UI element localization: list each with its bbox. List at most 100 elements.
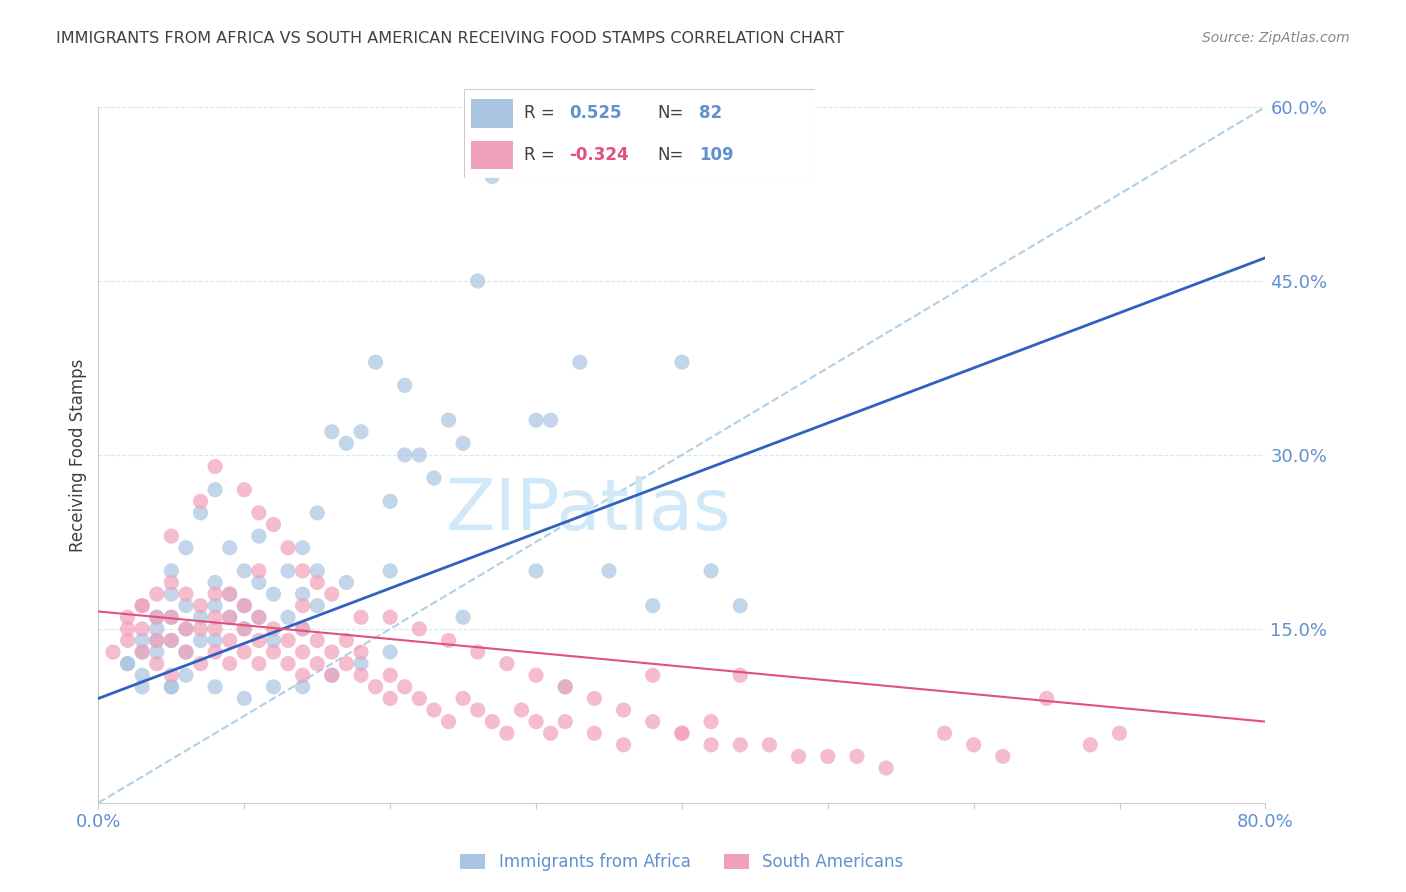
Text: -0.324: -0.324	[569, 146, 628, 164]
Text: 109: 109	[700, 146, 734, 164]
Point	[204, 645, 226, 659]
Point	[131, 645, 153, 659]
Point	[307, 599, 329, 613]
Point	[174, 622, 197, 636]
Point	[160, 633, 183, 648]
Point	[277, 564, 299, 578]
Point	[423, 471, 446, 485]
Point	[481, 169, 503, 184]
Point	[495, 726, 517, 740]
Text: 0.525: 0.525	[569, 104, 621, 122]
Point	[190, 599, 212, 613]
Point	[307, 633, 329, 648]
Point	[291, 645, 314, 659]
Legend: Immigrants from Africa, South Americans: Immigrants from Africa, South Americans	[454, 847, 910, 878]
Point	[495, 657, 517, 671]
Text: Source: ZipAtlas.com: Source: ZipAtlas.com	[1202, 31, 1350, 45]
Point	[321, 645, 343, 659]
Point	[671, 726, 693, 740]
Point	[700, 564, 723, 578]
Point	[204, 587, 226, 601]
Point	[728, 668, 751, 682]
Point	[378, 610, 402, 624]
Point	[218, 587, 240, 601]
Point	[262, 517, 284, 532]
Point	[307, 564, 329, 578]
Point	[291, 541, 314, 555]
Point	[641, 599, 664, 613]
Point	[190, 494, 212, 508]
Point	[146, 657, 169, 671]
Point	[612, 703, 634, 717]
Point	[160, 633, 183, 648]
Point	[218, 587, 240, 601]
Point	[190, 610, 212, 624]
Point	[117, 657, 139, 671]
Point	[1080, 738, 1102, 752]
Point	[1108, 726, 1130, 740]
Point	[350, 645, 373, 659]
Text: 82: 82	[700, 104, 723, 122]
Point	[451, 691, 474, 706]
Point	[233, 483, 256, 497]
Point	[728, 738, 751, 752]
Point	[451, 436, 474, 450]
Point	[598, 564, 620, 578]
Point	[174, 599, 197, 613]
Point	[540, 413, 562, 427]
FancyBboxPatch shape	[464, 89, 815, 178]
Point	[437, 633, 460, 648]
Point	[451, 610, 474, 624]
Point	[146, 610, 169, 624]
Point	[117, 657, 139, 671]
Point	[671, 355, 693, 369]
Point	[190, 657, 212, 671]
Point	[174, 645, 197, 659]
Point	[204, 633, 226, 648]
Point	[350, 657, 373, 671]
Point	[160, 680, 183, 694]
Point	[204, 459, 226, 474]
Point	[554, 680, 576, 694]
Point	[641, 714, 664, 729]
Point	[233, 564, 256, 578]
Point	[524, 564, 547, 578]
Point	[247, 610, 270, 624]
Point	[612, 738, 634, 752]
Point	[291, 587, 314, 601]
Point	[262, 622, 284, 636]
Point	[160, 575, 183, 590]
Point	[233, 622, 256, 636]
Point	[364, 355, 387, 369]
Text: R =: R =	[524, 146, 554, 164]
Point	[991, 749, 1014, 764]
Point	[160, 587, 183, 601]
Point	[146, 587, 169, 601]
Point	[510, 135, 533, 149]
Point	[700, 714, 723, 729]
Point	[321, 668, 343, 682]
Bar	[471, 99, 513, 128]
Point	[423, 703, 446, 717]
Point	[335, 575, 357, 590]
Point	[204, 575, 226, 590]
Point	[247, 633, 270, 648]
Point	[307, 575, 329, 590]
Point	[378, 691, 402, 706]
Text: R =: R =	[524, 104, 554, 122]
Point	[146, 610, 169, 624]
Point	[218, 610, 240, 624]
Point	[160, 610, 183, 624]
Point	[190, 506, 212, 520]
Point	[291, 599, 314, 613]
Point	[321, 668, 343, 682]
Point	[378, 564, 402, 578]
Point	[321, 587, 343, 601]
Point	[247, 610, 270, 624]
Point	[160, 529, 183, 543]
Point	[218, 633, 240, 648]
Point	[146, 633, 169, 648]
Point	[307, 506, 329, 520]
Point	[204, 483, 226, 497]
Point	[540, 726, 562, 740]
